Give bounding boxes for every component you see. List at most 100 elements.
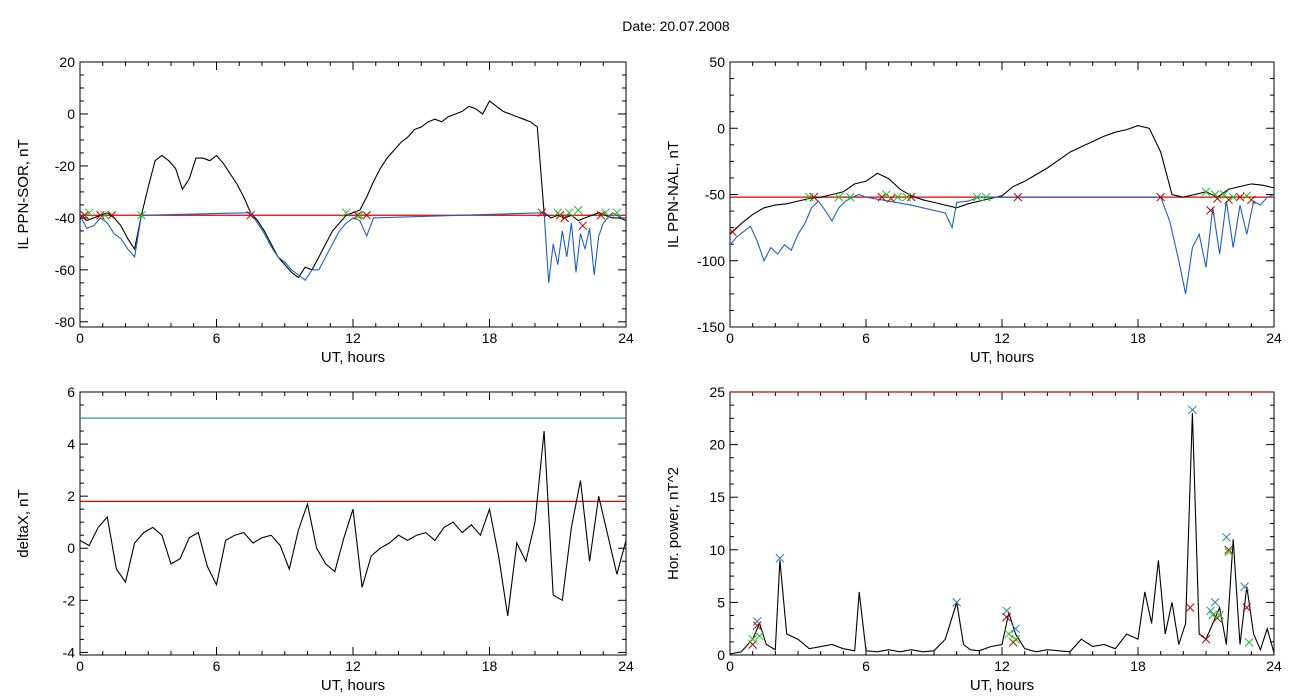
x-marker <box>1210 598 1220 607</box>
x-marker <box>1206 606 1215 616</box>
x-marker <box>573 205 583 215</box>
x-marker <box>775 553 785 563</box>
y-tick-label: 6 <box>67 384 75 400</box>
x-marker <box>1013 192 1023 202</box>
x-marker <box>1201 187 1211 197</box>
x-marker <box>1212 194 1222 203</box>
x-marker <box>893 192 903 202</box>
x-marker <box>972 192 982 202</box>
panel-hor-power: 0 6 12 18 24 0 5 10 15 20 25 UT, hours Hor. power, n… <box>665 384 1282 694</box>
y-tick-label: 4 <box>67 436 75 452</box>
x-marker <box>1188 405 1197 415</box>
x-axis-label: UT, hours <box>321 677 385 694</box>
x-marker <box>882 190 891 199</box>
x-tick-label: 18 <box>482 330 498 346</box>
series-line <box>730 193 1274 295</box>
x-tick-label: 18 <box>1130 658 1146 674</box>
y-tick-label: -20 <box>55 158 75 174</box>
series-line <box>80 431 626 616</box>
x-marker <box>845 192 855 202</box>
y-tick-label: 10 <box>709 542 725 558</box>
x-marker <box>1228 192 1238 202</box>
x-marker <box>353 210 362 220</box>
y-tick-label: 0 <box>717 647 725 663</box>
x-tick-label: 18 <box>482 658 498 674</box>
series-line <box>80 211 626 283</box>
x-marker <box>1215 610 1224 620</box>
x-axis-label: UT, hours <box>970 677 1034 694</box>
x-marker <box>730 227 737 236</box>
x-marker <box>1206 206 1215 215</box>
series-line <box>730 412 1274 655</box>
y-tick-label: -50 <box>705 187 725 203</box>
y-tick-label: -150 <box>697 319 725 335</box>
x-marker <box>612 208 622 218</box>
x-marker <box>1240 582 1249 591</box>
y-tick-label: 5 <box>717 594 725 610</box>
x-marker <box>601 208 610 218</box>
y-tick-label: 20 <box>709 437 725 453</box>
x-marker <box>1219 190 1229 199</box>
x-marker <box>1224 547 1234 557</box>
y-tick-label: -4 <box>63 644 76 660</box>
x-tick-label: 6 <box>213 658 221 674</box>
x-tick-label: 6 <box>862 330 870 346</box>
x-marker <box>553 208 563 218</box>
x-marker <box>341 208 351 218</box>
x-tick-label: 0 <box>76 658 84 674</box>
x-marker <box>752 621 762 630</box>
x-tick-label: 12 <box>994 330 1010 346</box>
x-marker <box>902 192 912 202</box>
x-marker <box>96 210 105 220</box>
x-tick-label: 12 <box>345 330 361 346</box>
x-tick-label: 12 <box>994 658 1010 674</box>
x-marker <box>362 210 372 220</box>
x-marker <box>84 208 94 218</box>
x-marker <box>1242 191 1252 201</box>
x-marker <box>752 616 762 626</box>
x-marker <box>755 631 764 641</box>
x-marker <box>981 192 991 202</box>
plot-frame <box>729 391 1275 656</box>
x-marker <box>246 210 255 220</box>
y-tick-label: -60 <box>55 262 75 278</box>
x-tick-label: 6 <box>213 330 221 346</box>
x-tick-label: 24 <box>618 330 634 346</box>
x-marker <box>952 598 962 607</box>
y-tick-label: 0 <box>67 540 75 556</box>
panel-ppn-nal: 0 6 12 18 24 -150 -100 -50 0 50 UT, hours IL PPN-NA… <box>665 54 1282 366</box>
panel-ppn-sor: 0 6 12 18 24 -80 -60 -40 -20 0 20 UT, hours IL PPN-S… <box>15 54 634 366</box>
x-tick-label: 24 <box>1266 658 1282 674</box>
page-title: Date: 20.07.2008 <box>622 18 730 34</box>
y-axis-label: deltaX, nT <box>15 489 32 557</box>
x-marker <box>1244 638 1254 647</box>
y-tick-label: -2 <box>63 592 76 608</box>
x-marker <box>809 192 819 202</box>
y-axis-label: IL PPN-NAL, nT <box>665 141 682 248</box>
y-tick-label: 15 <box>709 489 725 505</box>
x-marker <box>1222 532 1231 542</box>
x-marker <box>1224 545 1234 555</box>
x-tick-label: 24 <box>618 658 634 674</box>
x-marker <box>537 208 547 218</box>
y-tick-label: 0 <box>717 120 725 136</box>
x-marker <box>748 634 758 644</box>
x-tick-label: 18 <box>1130 330 1146 346</box>
x-marker <box>1235 192 1245 202</box>
x-marker <box>1208 610 1218 620</box>
x-marker <box>355 210 365 220</box>
x-marker <box>1002 606 1011 616</box>
y-tick-label: 0 <box>67 106 75 122</box>
plot-frame <box>79 61 627 328</box>
x-marker <box>1004 629 1014 639</box>
x-tick-label: 0 <box>726 658 734 674</box>
series-line <box>80 100 626 279</box>
y-tick-label: 50 <box>709 54 725 70</box>
x-axis-label: UT, hours <box>970 349 1034 366</box>
x-marker <box>877 192 887 202</box>
x-marker <box>80 210 89 220</box>
x-marker <box>1210 190 1220 199</box>
plot-area <box>80 417 626 616</box>
